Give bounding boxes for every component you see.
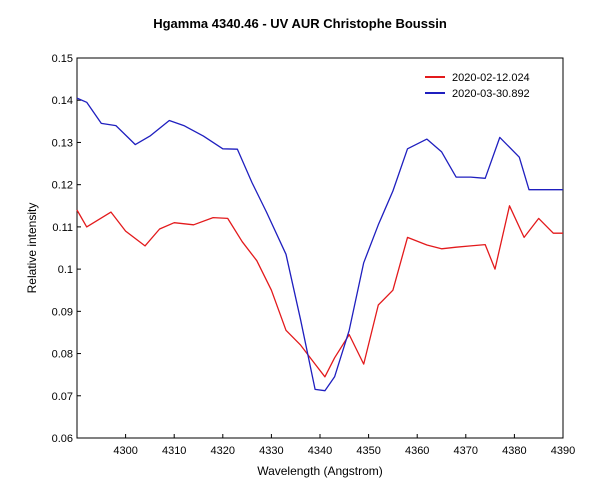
legend-label-series-1: 2020-02-12.024 — [452, 72, 530, 84]
legend: 2020-02-12.024 2020-03-30.892 — [425, 72, 530, 100]
y-tick-label: 0.11 — [52, 222, 73, 234]
series-line-2 — [76, 97, 563, 392]
y-tick-label: 0.15 — [52, 53, 73, 65]
series-group — [76, 97, 563, 392]
x-tick-label: 4360 — [405, 445, 429, 457]
y-tick-label: 0.06 — [52, 433, 73, 445]
y-tick-label: 0.08 — [52, 349, 73, 361]
x-tick-label: 4340 — [308, 445, 332, 457]
y-tick-label: 0.09 — [52, 306, 73, 318]
x-tick-label: 4330 — [259, 445, 283, 457]
y-tick-label: 0.14 — [52, 95, 73, 107]
y-tick-label: 0.13 — [52, 137, 73, 149]
x-axis-label: Wavelength (Angstrom) — [257, 464, 383, 478]
y-axis-ticks: 0.06 0.07 0.08 0.09 0.1 0.11 0.12 0.13 0.14 0.15 — [52, 53, 81, 445]
y-tick-label: 0.1 — [58, 264, 73, 276]
plot-area — [76, 57, 564, 439]
x-tick-label: 4380 — [502, 445, 526, 457]
x-tick-label: 4390 — [551, 445, 575, 457]
series-line-1 — [76, 205, 563, 378]
x-tick-label: 4370 — [454, 445, 478, 457]
x-tick-label: 4300 — [113, 445, 137, 457]
legend-label-series-2: 2020-03-30.892 — [452, 88, 530, 100]
x-tick-label: 4350 — [356, 445, 380, 457]
x-axis-ticks: 4300 4310 4320 4330 4340 4350 4360 4370 4380 4390 — [113, 434, 575, 457]
y-tick-label: 0.12 — [52, 180, 73, 192]
chart-title: Hgamma 4340.46 - UV AUR Christophe Bouss… — [153, 16, 447, 31]
y-tick-label: 0.07 — [52, 391, 73, 403]
x-tick-label: 4320 — [211, 445, 235, 457]
y-axis-label: Relative intensity — [25, 203, 39, 294]
x-tick-label: 4310 — [162, 445, 186, 457]
